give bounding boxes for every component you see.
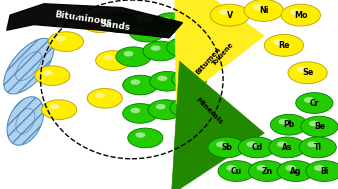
Circle shape [279,119,289,125]
Text: Sands: Sands [99,19,131,32]
Circle shape [167,37,202,57]
Text: Pb: Pb [283,120,295,129]
Text: Bitumen: Bitumen [195,46,222,75]
Text: Cd: Cd [251,143,262,152]
Circle shape [130,108,140,113]
Text: Ni: Ni [259,6,268,15]
Circle shape [124,51,134,57]
Text: Sb: Sb [221,143,232,152]
Circle shape [273,39,284,45]
Text: Zn: Zn [262,167,272,176]
Circle shape [270,114,308,135]
Circle shape [136,132,145,138]
Text: V: V [227,11,233,20]
Polygon shape [7,4,183,38]
Circle shape [219,9,230,15]
Text: Minerals: Minerals [194,96,223,125]
Circle shape [277,141,287,147]
Circle shape [306,161,338,181]
Circle shape [304,97,314,103]
Circle shape [257,165,267,171]
Circle shape [297,66,308,73]
Circle shape [158,76,167,81]
Circle shape [264,34,304,56]
Circle shape [116,47,151,67]
Circle shape [156,104,166,109]
Text: Bi: Bi [320,167,329,176]
Circle shape [151,45,161,51]
Circle shape [314,165,324,171]
Circle shape [269,137,306,158]
Circle shape [143,41,178,61]
Ellipse shape [7,97,44,145]
Circle shape [150,71,185,91]
Circle shape [216,141,226,147]
Circle shape [179,74,189,79]
Text: As: As [282,143,292,152]
Circle shape [110,17,120,22]
Circle shape [296,93,333,113]
Circle shape [218,161,255,181]
Text: Be: Be [314,122,325,131]
Text: Tl: Tl [314,143,322,152]
Text: Bituminous: Bituminous [53,10,112,27]
Circle shape [42,100,77,119]
Circle shape [103,55,113,60]
Circle shape [95,93,105,98]
Circle shape [82,13,117,33]
Circle shape [285,165,296,171]
Circle shape [238,137,275,158]
Circle shape [128,128,163,148]
Circle shape [172,70,207,89]
Text: Re: Re [278,41,290,50]
Circle shape [153,13,188,33]
Circle shape [281,4,320,26]
Circle shape [226,165,237,171]
Circle shape [130,79,140,85]
Circle shape [253,4,264,10]
Circle shape [309,121,319,126]
Circle shape [43,70,52,75]
Circle shape [137,26,147,32]
Text: Cr: Cr [310,98,319,108]
Circle shape [210,4,249,26]
Text: Toluene: Toluene [211,41,235,67]
Circle shape [248,161,286,181]
Circle shape [301,116,338,137]
Circle shape [307,141,318,147]
Text: Se: Se [302,68,313,77]
Circle shape [161,17,171,22]
Text: Ag: Ag [290,167,301,176]
Circle shape [49,104,59,109]
Circle shape [148,100,183,119]
Circle shape [208,137,245,158]
Circle shape [277,161,314,181]
Circle shape [123,75,158,95]
Circle shape [174,42,184,47]
Circle shape [170,98,205,118]
Circle shape [288,62,327,84]
Circle shape [35,66,70,85]
Circle shape [246,141,257,147]
Circle shape [123,104,158,123]
Circle shape [48,32,83,51]
Circle shape [90,17,100,22]
Circle shape [102,13,138,33]
Circle shape [87,88,122,108]
Ellipse shape [4,38,54,94]
Circle shape [96,51,131,70]
Circle shape [56,36,66,41]
FancyArrowPatch shape [174,0,264,104]
Circle shape [178,102,188,108]
Circle shape [244,0,283,21]
Text: Mo: Mo [294,11,308,20]
Circle shape [290,9,301,15]
Circle shape [129,22,165,42]
FancyArrowPatch shape [171,61,264,189]
Circle shape [299,137,336,158]
Text: Cu: Cu [231,167,242,176]
